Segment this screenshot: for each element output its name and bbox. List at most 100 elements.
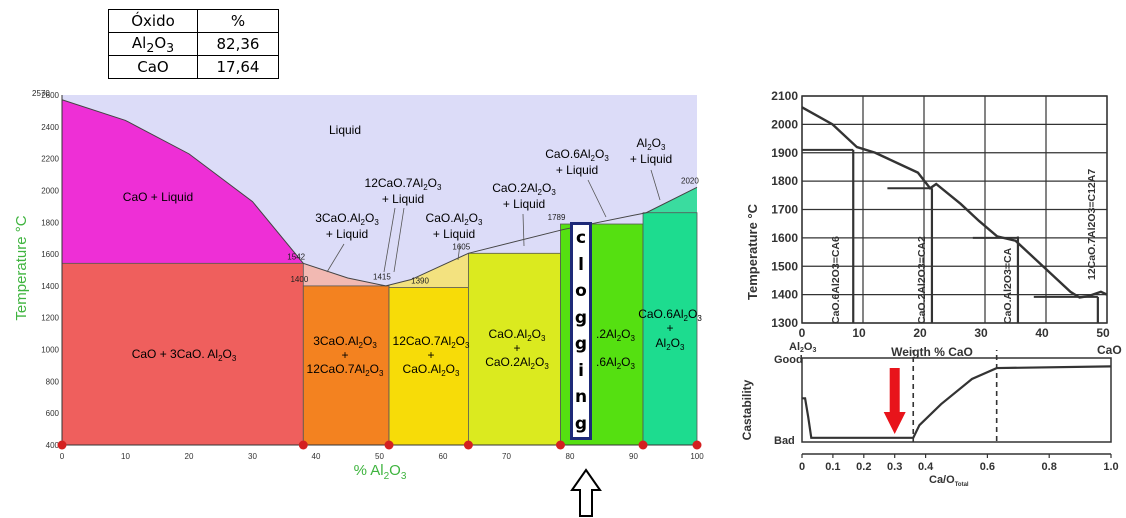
x-tick-label: 100 <box>690 452 704 461</box>
y-axis-label: Castability <box>740 379 754 440</box>
x-tick-label: 50 <box>1096 326 1110 340</box>
x-tick-label: 50 <box>375 452 384 461</box>
label-ca6-liquid-2: + Liquid <box>556 163 598 177</box>
label-plus: + <box>513 341 520 355</box>
marked-point <box>384 440 394 450</box>
leader-line <box>650 169 661 201</box>
x-tick-label: 20 <box>185 452 194 461</box>
solid-region <box>642 212 698 446</box>
red-arrow <box>883 368 906 434</box>
leader-line <box>522 213 525 247</box>
x-tick-label: 70 <box>502 452 511 461</box>
invariant-labels: 2570 1542 1415 1400 1390 1605 1789 2020 <box>32 89 699 286</box>
y-tick-label: 1200 <box>41 314 59 323</box>
y-tick-label: 1600 <box>41 250 59 259</box>
label-c12a7-liquid-2: + Liquid <box>382 192 424 206</box>
x-tick-label: 0.4 <box>918 461 934 473</box>
label-ca-ca2-b: CaO.2Al2O3 <box>485 355 549 371</box>
label-plus: + <box>341 348 348 362</box>
header-oxide: Óxido <box>108 9 198 33</box>
clogging-letter: o <box>575 281 587 302</box>
x-tick-label: 0.8 <box>1042 461 1057 473</box>
y-tick-label: 1900 <box>771 146 798 160</box>
x-tick-label: 20 <box>913 326 927 340</box>
clogging-letter: g <box>574 334 588 355</box>
liquid-mix-region <box>385 253 469 288</box>
invariant-label: 2020 <box>681 176 699 185</box>
invariant-label: 1542 <box>287 252 305 261</box>
compound-labels: CaO.6Al2O3=CA6 CaO.2Al2O3=CA2 CaO.Al2O3=… <box>830 169 1098 324</box>
label-c12a7-ca-b: CaO.Al2O3 <box>403 362 460 378</box>
x-tick-label: 30 <box>248 452 257 461</box>
label-c3a-liquid: 3CaO.Al2O3 <box>315 211 379 227</box>
oxide-cell: Al2O3 <box>108 32 198 56</box>
y-tick-label: 2600 <box>41 91 59 100</box>
x-tick-label: 1.0 <box>1103 461 1118 473</box>
solid-region <box>467 252 561 446</box>
label-cao-liquid: CaO + Liquid <box>123 190 193 204</box>
label-ca6: CaO.6Al2O3=CA6 <box>830 236 842 324</box>
marked-point <box>692 440 702 450</box>
y-tick-label: 1700 <box>771 203 798 217</box>
marked-point <box>463 440 473 450</box>
tick-labels: 0 10 20 30 40 50 60 70 80 90 100 400 600 800 1000 1200 1… <box>41 91 704 461</box>
y-tick-label: 400 <box>46 441 60 450</box>
x-tick-label: 60 <box>439 452 448 461</box>
marked-point <box>57 440 67 450</box>
y-tick-label: 1800 <box>771 174 798 188</box>
y-tick-label: 2000 <box>771 117 798 131</box>
x-tick-label: 0.2 <box>856 461 871 473</box>
dashed-lines <box>912 350 998 442</box>
label-ca2: CaO.2Al2O3=CA2 <box>916 236 928 324</box>
axes <box>801 357 1112 455</box>
y-tick-label: 1600 <box>771 231 798 245</box>
clogging-letter: g <box>574 413 588 434</box>
label-al-liquid-2: + Liquid <box>630 152 672 166</box>
y-tick-good: Good <box>774 354 803 366</box>
leader-line <box>383 207 396 273</box>
x-tick-label: 0 <box>799 461 805 473</box>
y-tick-label: 1000 <box>41 346 59 355</box>
clogging-letter: g <box>574 307 588 328</box>
label-c3a-liquid-2: + Liquid <box>326 227 368 241</box>
leader-lines <box>326 169 661 273</box>
plot-frame <box>801 95 1108 324</box>
label-ca: CaO.Al2O3=CA <box>1002 247 1014 324</box>
label-cao-c3a: CaO + 3CaO. Al2O3 <box>132 347 237 363</box>
label-ca6-al-a: CaO.6Al2O3 <box>638 307 702 323</box>
label-ca2-ca6-b: .6Al2O3 <box>596 355 635 371</box>
arrow-down-icon <box>883 368 906 434</box>
x-tick-label: 40 <box>1035 326 1049 340</box>
x-tick-label: 40 <box>312 452 321 461</box>
compound-lines <box>802 148 1099 323</box>
x-axis-label: Ca/OTotal <box>929 474 969 488</box>
invariant-label: 1605 <box>452 242 470 251</box>
x-tick-label: 10 <box>852 326 866 340</box>
y-axis-label: Temperature °C <box>745 203 760 300</box>
label-ca6-al-b: Al2O3 <box>656 336 685 352</box>
label-ca-ca2-a: CaO.Al2O3 <box>489 327 546 343</box>
table-row: CaO 17,64 <box>108 55 279 79</box>
liquidus-line <box>801 106 1108 299</box>
y-tick-label: 800 <box>46 377 60 386</box>
x-axis-label: Weigth % CaO <box>891 345 973 359</box>
leader-line <box>326 243 345 273</box>
label-ca6-liquid: CaO.6Al2O3 <box>545 147 609 163</box>
castability-line <box>802 365 1112 439</box>
solid-region <box>302 285 390 446</box>
y-tick-label: 1400 <box>771 288 798 302</box>
solid-region <box>388 287 469 446</box>
x-left-label: Al2O3 <box>789 341 816 354</box>
label-ca2-ca6-a: .2Al2O3 <box>596 327 635 343</box>
label-ca-liquid: CaO.Al2O3 <box>426 211 483 227</box>
oxide-cell: CaO <box>108 55 198 79</box>
marked-points <box>57 440 702 450</box>
invariant-label: 1789 <box>548 213 566 222</box>
plot-frame <box>801 357 1112 443</box>
arrow-up-icon <box>570 468 602 517</box>
grid <box>801 95 1108 324</box>
y-tick-label: 1400 <box>41 282 59 291</box>
x-axis-label: % Al2O3 <box>354 462 407 482</box>
axes <box>61 95 697 446</box>
